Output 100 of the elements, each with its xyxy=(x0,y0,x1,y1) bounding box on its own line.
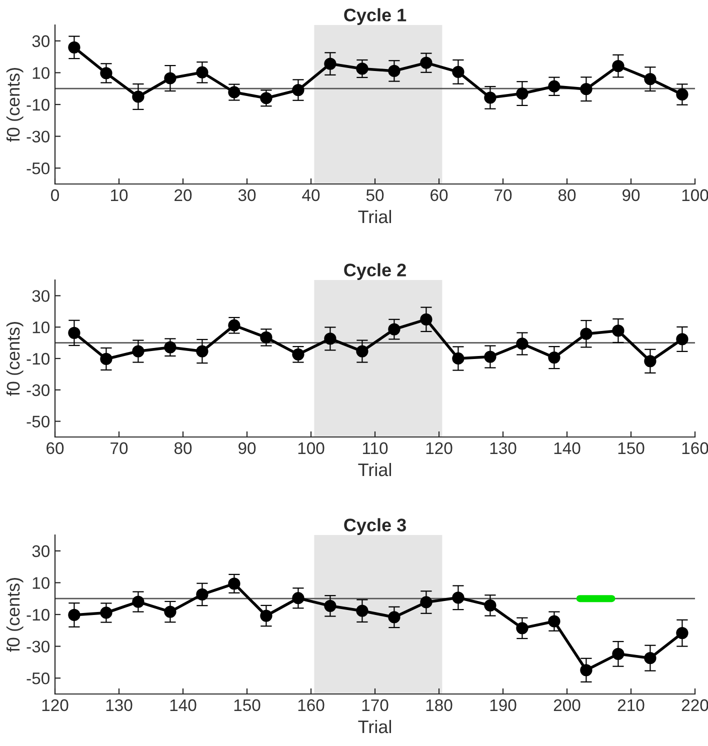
x-tick-label: 220 xyxy=(682,699,708,712)
y-tick-label: 30 xyxy=(32,290,50,302)
point xyxy=(388,611,400,624)
x-tick-label: 150 xyxy=(234,699,260,712)
point xyxy=(612,324,624,337)
y-tick-label: -30 xyxy=(26,384,50,396)
point xyxy=(580,83,592,96)
x-tick-label: 60 xyxy=(46,442,64,454)
x-tick-label: 150 xyxy=(618,442,644,454)
x-tick-label: 10 xyxy=(111,189,128,202)
y-tick-label: -30 xyxy=(26,640,50,653)
x-tick-label: 100 xyxy=(298,442,324,454)
point xyxy=(196,588,208,601)
x-tick-label: 80 xyxy=(558,189,576,202)
point xyxy=(644,72,656,86)
x-tick-label: 140 xyxy=(170,699,196,712)
x-axis-title: Trial xyxy=(358,210,392,224)
point xyxy=(388,64,400,78)
x-tick-label: 140 xyxy=(554,442,580,454)
point xyxy=(68,41,80,54)
x-tick-label: 210 xyxy=(618,699,644,712)
point xyxy=(132,345,144,358)
x-tick-label: 90 xyxy=(238,442,256,454)
y-tick-label: -50 xyxy=(26,162,50,174)
point xyxy=(260,610,272,622)
x-tick-label: 90 xyxy=(622,189,640,202)
point xyxy=(100,352,112,366)
point xyxy=(644,355,656,368)
point xyxy=(548,615,560,628)
point xyxy=(324,58,336,70)
point xyxy=(260,331,272,344)
y-axis-title: f0 (cents) xyxy=(6,578,24,652)
x-tick-label: 30 xyxy=(238,189,256,202)
point xyxy=(164,72,176,84)
point xyxy=(356,604,368,617)
point xyxy=(452,592,464,604)
x-tick-label: 110 xyxy=(362,442,388,454)
y-tick-label: -50 xyxy=(26,416,50,428)
x-tick-label: 180 xyxy=(426,699,452,712)
point xyxy=(676,88,688,101)
point xyxy=(548,80,560,92)
x-tick-label: 70 xyxy=(494,189,512,202)
x-tick-label: 40 xyxy=(302,189,320,202)
x-axis-title: Trial xyxy=(358,462,392,476)
point xyxy=(452,352,464,365)
point xyxy=(260,92,272,104)
x-tick-label: 120 xyxy=(426,442,452,454)
point xyxy=(196,66,208,78)
point xyxy=(100,606,112,619)
point xyxy=(420,56,432,69)
y-axis-title: f0 (cents) xyxy=(6,322,24,396)
chart-title: Cycle 2 xyxy=(344,263,406,280)
x-tick-label: 190 xyxy=(490,699,516,712)
point xyxy=(132,596,144,608)
y-tick-label: -10 xyxy=(26,98,50,111)
point xyxy=(196,345,208,358)
x-tick-label: 80 xyxy=(174,442,192,454)
x-tick-label: 130 xyxy=(106,699,132,712)
point xyxy=(676,333,688,346)
point xyxy=(228,578,240,590)
point xyxy=(484,350,496,363)
y-tick-label: 10 xyxy=(32,577,50,589)
y-tick-label: -30 xyxy=(26,130,50,143)
y-axis-title: f0 (cents) xyxy=(6,68,24,142)
point xyxy=(484,599,496,612)
point xyxy=(516,87,528,100)
x-tick-label: 100 xyxy=(682,189,708,202)
point xyxy=(164,606,176,618)
point xyxy=(612,60,624,72)
point xyxy=(324,600,336,612)
x-tick-label: 50 xyxy=(366,189,384,202)
point xyxy=(612,648,624,660)
y-tick-label: -10 xyxy=(26,608,50,621)
x-tick-label: 160 xyxy=(682,442,708,454)
point xyxy=(228,319,240,332)
y-tick-label: 30 xyxy=(32,35,50,48)
point xyxy=(324,332,336,345)
point xyxy=(420,313,432,326)
point xyxy=(420,596,432,608)
point xyxy=(644,652,656,664)
x-tick-label: 0 xyxy=(51,189,59,202)
y-tick-label: -50 xyxy=(26,672,50,684)
point xyxy=(580,328,592,340)
point xyxy=(484,92,496,104)
x-tick-label: 20 xyxy=(174,189,192,202)
y-tick-label: -10 xyxy=(26,352,50,365)
x-tick-label: 70 xyxy=(110,442,128,454)
point xyxy=(356,62,368,75)
point xyxy=(548,351,560,364)
point xyxy=(516,338,528,350)
point xyxy=(388,323,400,336)
point xyxy=(292,592,304,604)
point xyxy=(164,341,176,354)
point xyxy=(68,608,80,622)
point xyxy=(292,84,304,96)
x-tick-label: 120 xyxy=(42,699,68,712)
x-tick-label: 60 xyxy=(430,189,448,202)
x-axis-title: Trial xyxy=(358,720,392,734)
point xyxy=(68,326,80,339)
point xyxy=(132,90,144,103)
